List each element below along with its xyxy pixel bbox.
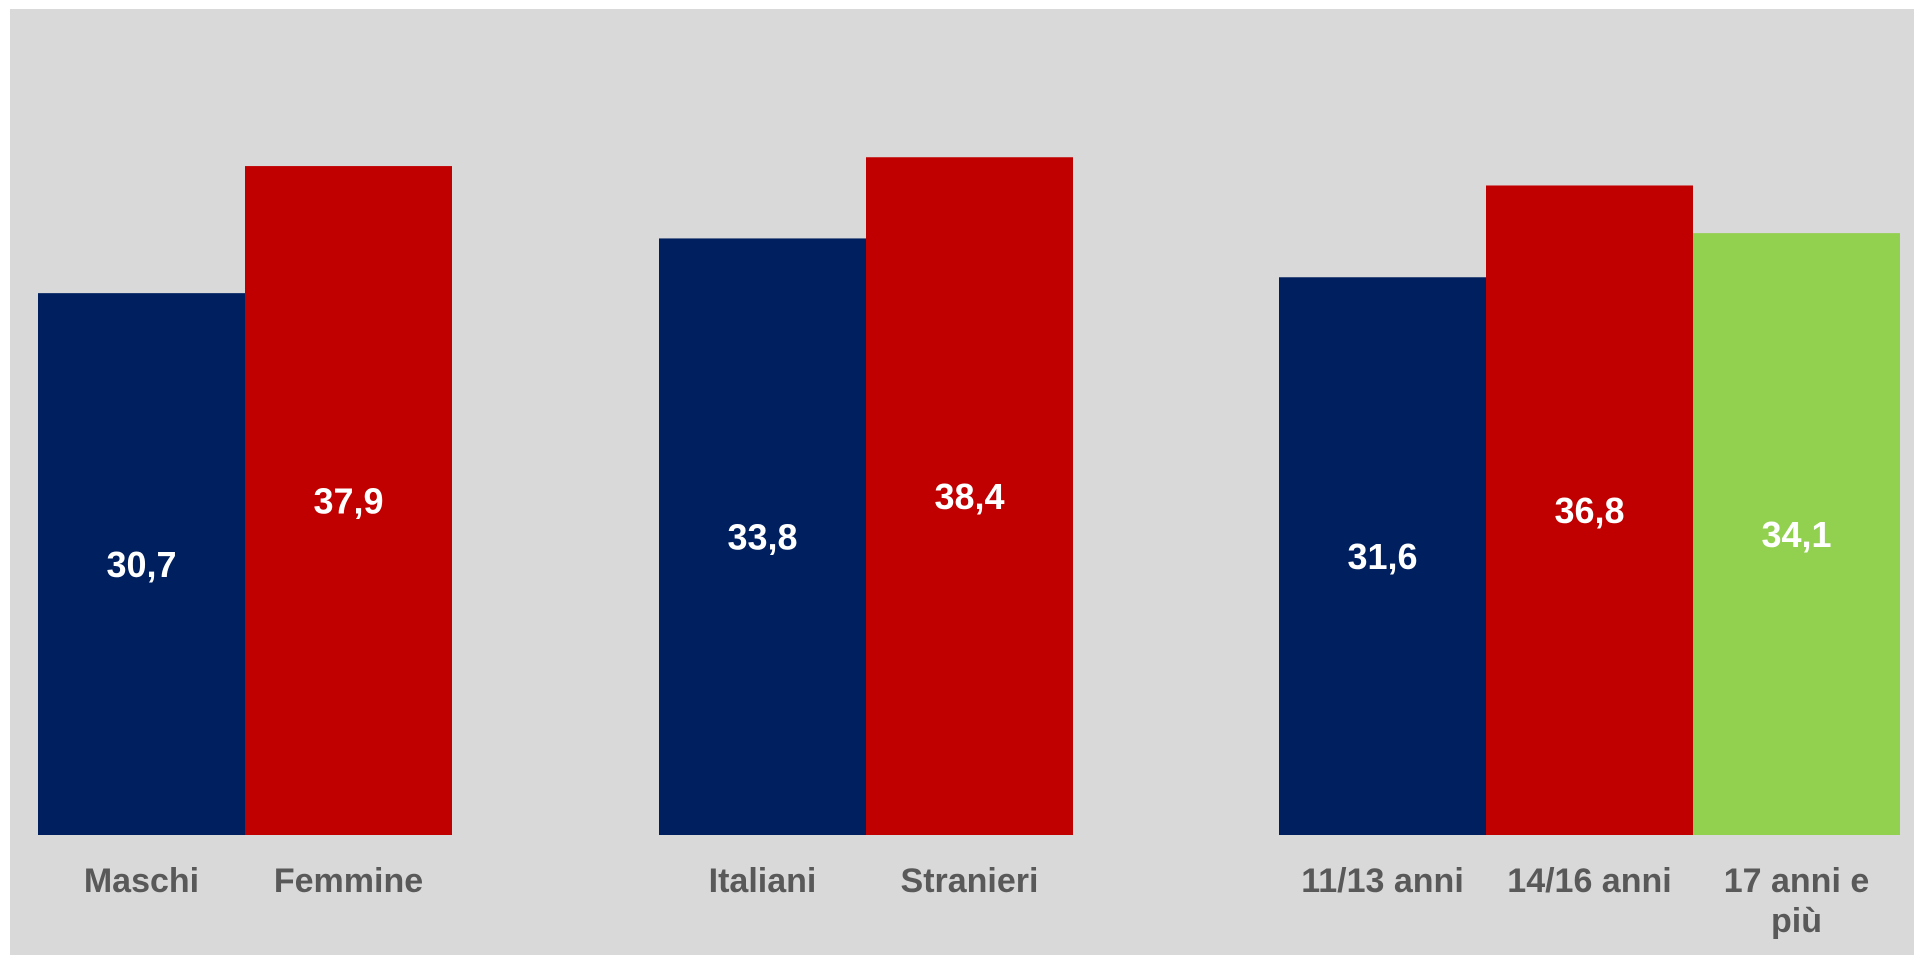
category-label: 14/16 anni (1507, 862, 1671, 900)
data-label: 38,4 (934, 476, 1004, 517)
data-label: 30,7 (106, 544, 176, 585)
bar (659, 238, 866, 835)
data-label: 33,8 (727, 517, 797, 558)
category-label: Stranieri (901, 862, 1039, 900)
category-label: 17 anni e più (1724, 862, 1870, 940)
category-label: Italiani (709, 862, 817, 900)
data-label: 31,6 (1347, 536, 1417, 577)
category-label: Maschi (84, 862, 199, 900)
data-label: 36,8 (1554, 490, 1624, 531)
bar (38, 293, 245, 835)
category-label: 11/13 anni (1301, 862, 1464, 900)
bar (245, 166, 452, 835)
bar (866, 157, 1073, 836)
category-label: Femmine (274, 862, 423, 900)
bar (1693, 233, 1900, 835)
data-label: 34,1 (1761, 514, 1831, 555)
bar (1486, 185, 1693, 836)
data-label: 37,9 (313, 481, 383, 522)
bar (1279, 277, 1486, 835)
